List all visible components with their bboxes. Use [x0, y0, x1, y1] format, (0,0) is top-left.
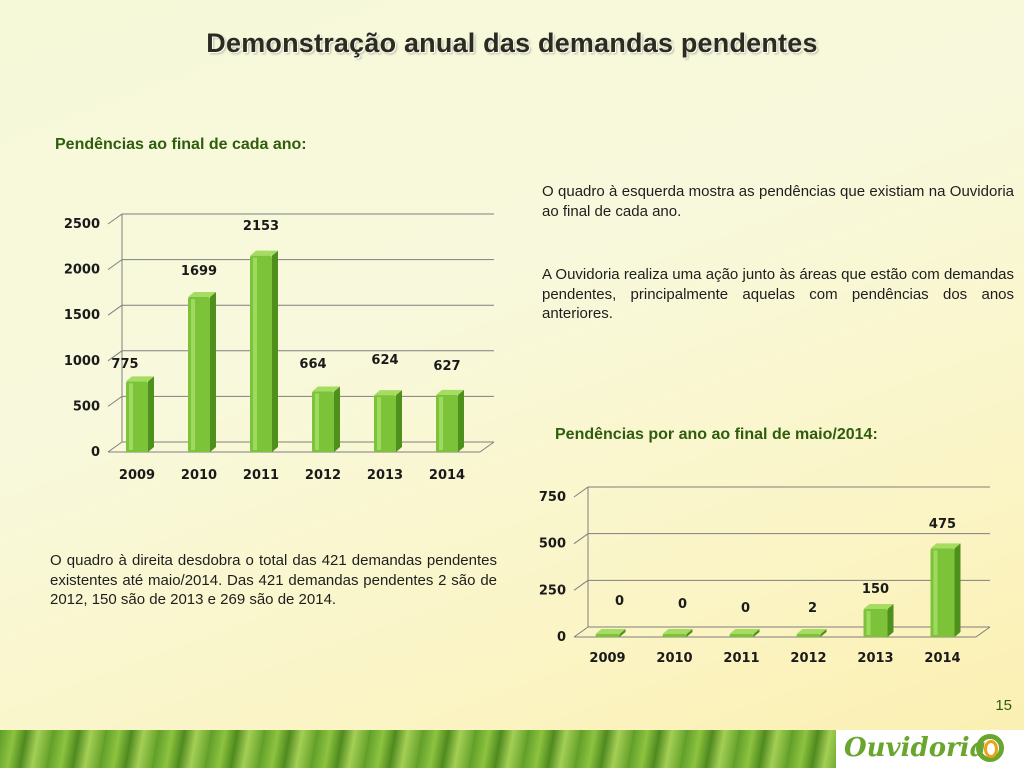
c2-data-label: 0 [741, 601, 750, 616]
c1-bar-top [374, 390, 402, 396]
c2-ytick-label: 0 [557, 630, 566, 645]
c2-ytick-label: 250 [539, 583, 566, 598]
c2-category-label: 2014 [924, 651, 960, 666]
c1-bar-side [210, 292, 216, 452]
c1-bar-highlight [377, 397, 381, 450]
right-chart-heading: Pendências por ano ao final de maio/2014… [555, 426, 878, 443]
c2-bar-top [930, 543, 961, 549]
c1-data-label: 627 [433, 359, 460, 374]
c2-ytick-label: 750 [539, 490, 566, 505]
c1-bar-side [148, 376, 154, 452]
left-paragraph: O quadro à direita desdobra o total das … [50, 552, 497, 608]
right-paragraph-1: O quadro à esquerda mostra as pendências… [542, 183, 1014, 220]
c2-data-label: 2 [808, 601, 817, 616]
c2-floor-side [975, 626, 991, 638]
c1-bar-highlight [129, 383, 133, 450]
c2-gridline-slant [573, 626, 589, 638]
c2-data-label: 150 [862, 582, 889, 597]
c2-gridline-slant [573, 533, 589, 545]
c1-bar-side [458, 389, 464, 452]
c2-bar-top [595, 629, 626, 634]
c2-bar-side [619, 629, 626, 637]
c2-category-label: 2010 [656, 651, 692, 666]
slide-title: Demonstração anual das demandas pendente… [206, 28, 818, 58]
page-number: 15 [995, 697, 1012, 714]
c1-gridline-slant [107, 304, 123, 316]
c1-data-label: 624 [371, 353, 398, 368]
c2-gridline-slant [573, 579, 589, 591]
c2-category-label: 2011 [723, 651, 759, 666]
c1-category-label: 2014 [429, 468, 465, 483]
ouvidoria-logo: Ouvidoria [844, 733, 987, 763]
c2-bar-highlight [933, 550, 938, 635]
c1-bar-highlight [439, 396, 443, 450]
c2-bar-highlight [866, 611, 871, 635]
c2-bar [796, 634, 821, 637]
c1-gridline-slant [107, 213, 123, 225]
c1-bar-top [436, 389, 464, 395]
c2-bar-top [729, 629, 760, 634]
c2-ytick-label: 500 [539, 537, 566, 552]
may2014-pending-chart-svg: 0 250 500 750 2009 0 2010 0 2011 0 2012 2 2013 150 201… [539, 486, 991, 666]
c1-bar-top [250, 250, 278, 256]
c1-category-label: 2011 [243, 468, 279, 483]
right-paragraph-2: A Ouvidoria realiza uma ação junto às ár… [542, 266, 1014, 322]
c1-category-label: 2012 [305, 468, 341, 483]
c2-category-label: 2009 [589, 651, 625, 666]
c2-bar-side [887, 604, 894, 637]
c2-bar-top [662, 629, 693, 634]
c2-bar-top [863, 604, 894, 609]
c1-bar-highlight [253, 257, 257, 450]
c2-bar [595, 634, 620, 637]
c2-data-label: 0 [678, 597, 687, 612]
c2-category-label: 2012 [790, 651, 826, 666]
c1-gridline-slant [107, 395, 123, 407]
c1-bar-side [334, 386, 340, 452]
c1-bar-side [396, 390, 402, 452]
c2-data-label: 475 [929, 517, 956, 532]
c1-ytick-label: 1500 [64, 308, 100, 323]
c1-ytick-label: 2000 [64, 263, 100, 278]
c1-gridline-slant [107, 259, 123, 271]
c1-data-label: 775 [111, 357, 138, 372]
c2-bar-top [796, 629, 827, 634]
c1-floor-side [479, 441, 495, 453]
c1-bar-side [272, 250, 278, 452]
c1-bar-highlight [191, 299, 195, 450]
c1-gridline-slant [107, 441, 123, 453]
c2-bar-side [753, 629, 760, 637]
c2-gridline-slant [573, 486, 589, 498]
c1-ytick-label: 0 [91, 445, 100, 460]
left-chart-heading: Pendências ao final de cada ano: [55, 136, 307, 153]
c1-bar-top [312, 386, 340, 392]
logo-ring-inner-icon [984, 740, 998, 758]
c2-bar [729, 634, 754, 637]
c1-category-label: 2009 [119, 468, 155, 483]
c1-ytick-label: 1000 [64, 354, 100, 369]
logo-ring-icon [976, 734, 1004, 762]
c1-gridline-slant [107, 350, 123, 362]
c1-data-label: 664 [299, 357, 326, 372]
c2-category-label: 2013 [857, 651, 893, 666]
c1-category-label: 2013 [367, 468, 403, 483]
c1-ytick-label: 2500 [64, 217, 100, 232]
annual-pending-chart: 0 500 1000 1500 2000 2500 2009 775 2010 1699 2011 2… [40, 200, 500, 495]
c2-bar-side [954, 543, 961, 637]
c1-bar-top [188, 292, 216, 298]
c1-data-label: 2153 [243, 219, 279, 234]
annual-pending-chart-svg: 0 500 1000 1500 2000 2500 2009 775 2010 1699 2011 2… [64, 213, 495, 483]
c1-ytick-label: 500 [73, 399, 100, 414]
c1-bar-highlight [315, 393, 319, 450]
c1-category-label: 2010 [181, 468, 217, 483]
c2-data-label: 0 [615, 594, 624, 609]
c2-bar-side [820, 629, 827, 637]
may2014-pending-chart: 0 250 500 750 2009 0 2010 0 2011 0 2012 2 2013 150 201… [528, 475, 998, 680]
c1-data-label: 1699 [181, 264, 217, 279]
c2-bar-side [686, 629, 693, 637]
c2-bar [662, 634, 687, 637]
c1-bar-top [126, 376, 154, 382]
